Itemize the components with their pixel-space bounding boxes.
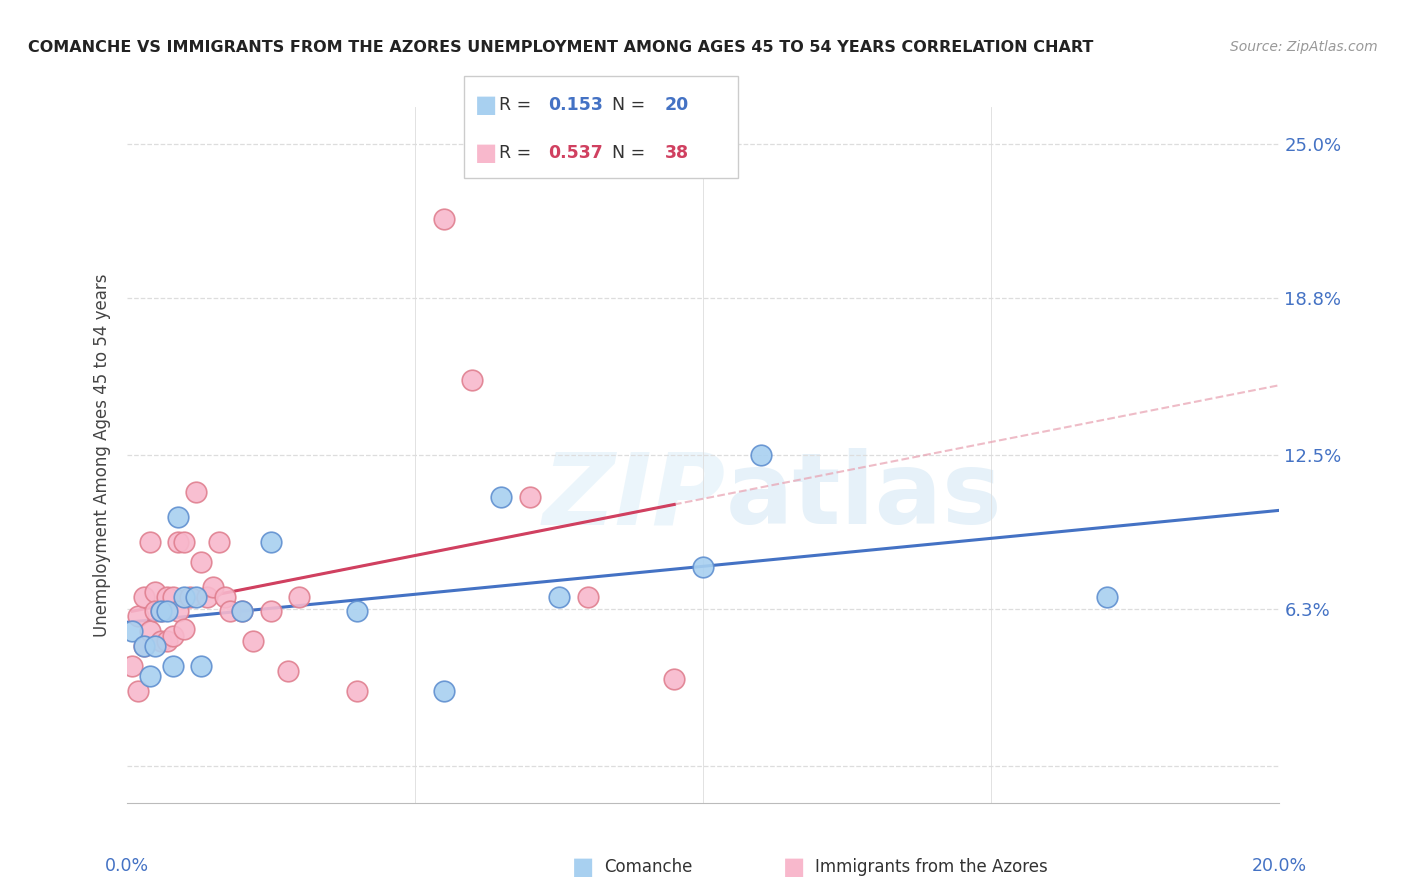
Point [162,659,184,673]
Text: ZIP: ZIP [543,448,725,545]
Point [433,684,456,698]
Point [167,534,190,549]
Point [231,605,253,619]
Point [184,485,207,500]
Point [167,510,190,524]
Point [259,605,281,619]
Point [132,639,155,653]
Point [190,555,212,569]
Point [150,634,173,648]
Point [219,605,242,619]
Point [145,605,166,619]
Text: ■: ■ [475,93,498,117]
Point [346,684,368,698]
Point [173,622,195,636]
Point [127,609,149,624]
Point [519,490,541,504]
Text: ■: ■ [783,855,806,879]
Point [150,605,173,619]
Point [145,639,166,653]
Point [461,373,484,387]
Text: 20: 20 [665,95,689,113]
Text: 0.537: 0.537 [548,144,603,161]
Point [231,605,253,619]
Text: ■: ■ [475,141,498,165]
Point [121,659,143,673]
Point [433,211,456,226]
Point [138,624,160,639]
Point [202,580,225,594]
Point [156,634,179,648]
Point [208,534,231,549]
Point [288,590,311,604]
Text: 38: 38 [665,144,689,161]
Point [576,590,599,604]
Point [121,624,143,639]
Point [664,672,686,686]
Point [167,605,190,619]
Text: COMANCHE VS IMMIGRANTS FROM THE AZORES UNEMPLOYMENT AMONG AGES 45 TO 54 YEARS CO: COMANCHE VS IMMIGRANTS FROM THE AZORES U… [28,40,1094,55]
Point [195,590,218,604]
Point [145,584,166,599]
Text: R =: R = [499,95,537,113]
Text: ■: ■ [572,855,595,879]
Text: Source: ZipAtlas.com: Source: ZipAtlas.com [1230,40,1378,54]
Point [132,639,155,653]
Point [173,534,195,549]
Point [162,590,184,604]
Point [190,659,212,673]
Point [138,669,160,683]
Text: Immigrants from the Azores: Immigrants from the Azores [815,858,1049,876]
Point [179,590,201,604]
Point [749,448,772,462]
Point [127,684,149,698]
Point [173,590,195,604]
Text: atlas: atlas [725,448,1002,545]
Point [548,590,571,604]
Text: R =: R = [499,144,537,161]
Text: 20.0%: 20.0% [1251,857,1308,875]
Point [156,605,179,619]
Y-axis label: Unemployment Among Ages 45 to 54 years: Unemployment Among Ages 45 to 54 years [93,273,111,637]
Point [132,590,155,604]
Point [491,490,513,504]
Point [242,634,264,648]
Point [346,605,368,619]
Point [214,590,236,604]
Text: N =: N = [612,144,651,161]
Point [162,629,184,643]
Point [692,559,714,574]
Text: N =: N = [612,95,651,113]
Point [1095,590,1118,604]
Text: 0.153: 0.153 [548,95,603,113]
Point [184,590,207,604]
Text: 0.0%: 0.0% [104,857,149,875]
Point [150,605,173,619]
Point [277,664,299,678]
Point [138,534,160,549]
Text: Comanche: Comanche [605,858,693,876]
Point [156,590,179,604]
Point [259,534,281,549]
